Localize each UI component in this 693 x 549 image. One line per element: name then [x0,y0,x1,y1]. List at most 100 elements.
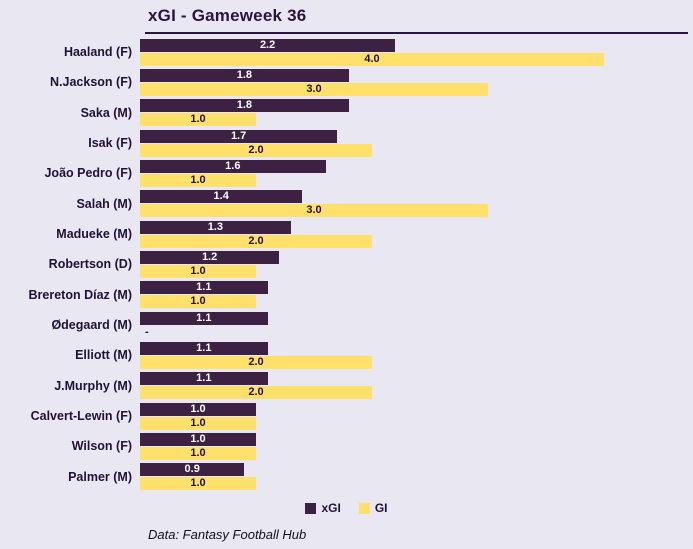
bar-value-label: 1.0 [190,477,206,490]
gi-bar: - [140,326,693,339]
bar-value-label: 1.0 [190,416,206,429]
chart-row: J.Murphy (M) 1.1 2.0 [0,372,693,400]
category-label: Madueke (M) [56,227,132,242]
chart-rows: Haaland (F) 2.2 4.0 N.Jackson (F) 1.8 3.0 Saka… [0,37,693,492]
chart-row: Haaland (F) 2.2 4.0 [0,38,693,66]
gi-bar: 1.0 [140,113,256,127]
xgi-legend-swatch [305,502,317,514]
chart-row: Robertson (D) 1.2 1.0 [0,250,693,278]
bar-group: 1.0 1.0 [140,402,693,430]
category-label: Robertson (D) [48,257,132,272]
bar-group: 1.3 2.0 [140,220,693,248]
gi-bar: 1.0 [140,446,256,460]
xgi-bar: 1.3 [140,220,291,234]
gi-bar: 3.0 [140,82,488,96]
bar-value-label: 2.0 [248,355,264,368]
xgi-bar: 1.7 [140,129,338,143]
chart-row: Wilson (F) 1.0 1.0 [0,432,693,460]
bar-value-label: 1.7 [230,129,247,142]
bar-value-label: 1.1 [196,281,212,294]
bar-value-label: 1.0 [190,402,206,415]
chart-row: Ødegaard (M) 1.1 - [0,311,693,339]
bar-value-label: 3.0 [306,82,322,95]
bar-value-label: 1.0 [190,264,206,277]
bar-group: 1.7 2.0 [140,129,693,157]
category-label: Ødegaard (M) [51,318,132,333]
chart-row: Palmer (M) 0.9 1.0 [0,463,693,491]
chart-row: Elliott (M) 1.1 2.0 [0,341,693,369]
bar-value-label: - [145,325,149,338]
bar-value-label: 1.0 [190,173,206,186]
xgi-bar: 1.2 [140,250,280,264]
chart-row: Brereton Díaz (M) 1.1 1.0 [0,281,693,309]
chart-row: N.Jackson (F) 1.8 3.0 [0,68,693,96]
bar-value-label: 1.0 [190,295,206,308]
gi-bar: 3.0 [140,204,488,218]
bar-group: 0.9 1.0 [140,463,693,491]
xgi-bar: 1.0 [140,432,256,446]
xgi-bar: 1.1 [140,372,268,386]
bar-group: 1.2 1.0 [140,250,693,278]
bar-value-label: 1.2 [201,250,218,263]
chart-legend: xGI GI [0,501,693,515]
bar-group: 1.1 2.0 [140,341,693,369]
bar-value-label: 2.0 [248,143,264,156]
category-label: João Pedro (F) [44,166,132,181]
bar-group: 1.8 1.0 [140,99,693,127]
bar-value-label: 1.4 [213,190,229,203]
title-divider [145,32,688,34]
bar-value-label: 1.6 [225,159,241,172]
bar-value-label: 1.1 [196,311,212,324]
xgi-bar: 2.2 [140,38,396,52]
xgi-bar: 1.0 [140,402,256,416]
bar-group: 1.0 1.0 [140,432,693,460]
bar-group: 1.1 1.0 [140,281,693,309]
xgi-bar: 1.1 [140,341,268,355]
chart-row: Salah (M) 1.4 3.0 [0,190,693,218]
gi-bar: 1.0 [140,416,256,430]
bar-group: 2.2 4.0 [140,38,693,66]
bar-value-label: 0.9 [184,463,200,476]
gi-bar: 1.0 [140,295,256,309]
bar-value-label: 1.8 [236,99,253,112]
xgi-bar: 1.6 [140,159,326,173]
xgi-bar: 1.8 [140,99,349,113]
bar-value-label: 1.8 [236,68,253,81]
category-label: N.Jackson (F) [50,75,132,90]
chart-row: João Pedro (F) 1.6 1.0 [0,159,693,187]
bar-value-label: 1.0 [190,113,206,126]
category-label: Elliott (M) [75,348,132,363]
gi-bar: 1.0 [140,264,256,278]
bar-group: 1.1 2.0 [140,372,693,400]
gi-bar: 1.0 [140,477,256,491]
xgi-bar: 1.4 [140,190,303,204]
gi-legend-label: GI [374,501,388,515]
xgi-bar: 1.1 [140,281,268,295]
category-label: Salah (M) [76,196,132,211]
chart-row: Madueke (M) 1.3 2.0 [0,220,693,248]
bar-value-label: 3.0 [306,204,322,217]
bar-value-label: 2.0 [248,386,264,399]
gi-bar: 2.0 [140,143,372,157]
legend-item-xgi: xGI [305,501,341,515]
bar-value-label: 1.3 [207,220,224,233]
category-label: Haaland (F) [63,45,132,60]
bar-value-label: 2.2 [259,38,276,51]
gi-bar: 2.0 [140,355,372,369]
xgi-bar: 1.1 [140,311,268,325]
category-label: Saka (M) [80,105,132,120]
bar-value-label: 1.1 [196,372,212,385]
bar-group: 1.1 - [140,311,693,339]
bar-value-label: 1.0 [190,432,206,445]
bar-value-label: 4.0 [364,52,380,65]
chart-row: Isak (F) 1.7 2.0 [0,129,693,157]
bar-group: 1.4 3.0 [140,190,693,218]
chart-title: xGI - Gameweek 36 [148,6,307,25]
gi-bar: 2.0 [140,386,372,400]
bar-value-label: 1.1 [196,341,212,354]
bar-value-label: 1.0 [190,446,206,459]
xgi-bar: 1.8 [140,68,349,82]
bar-value-label: 2.0 [248,234,264,247]
chart-row: Saka (M) 1.8 1.0 [0,99,693,127]
